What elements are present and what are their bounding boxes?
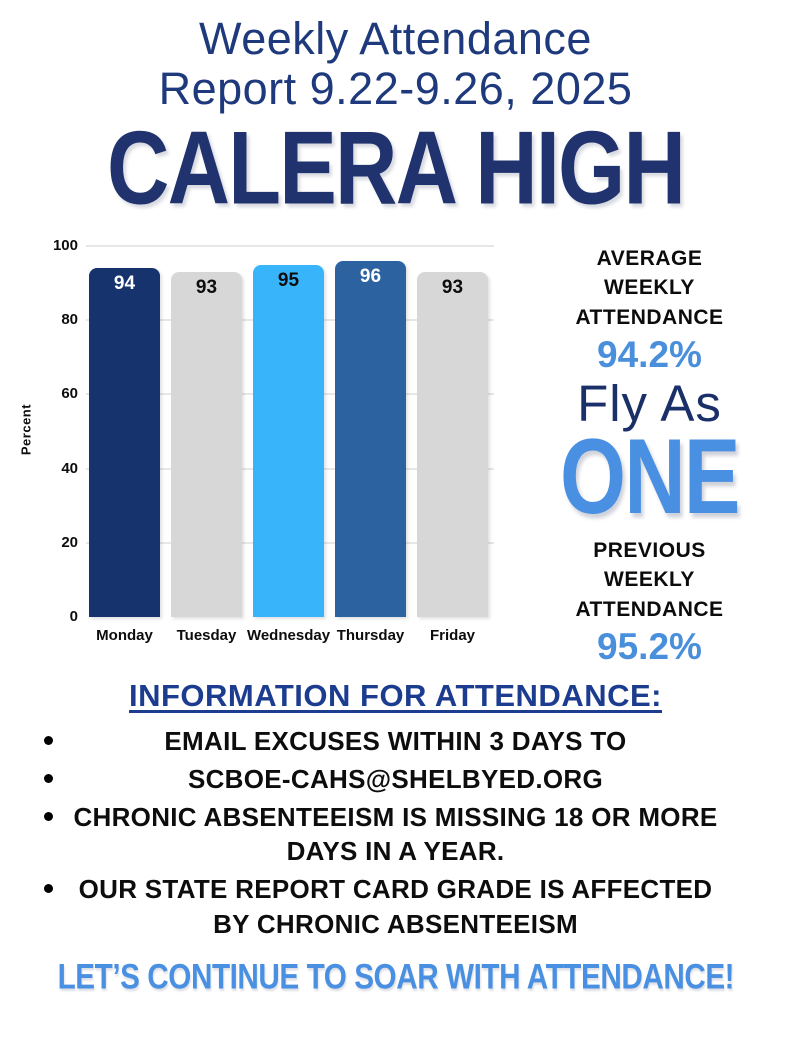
bullet-line: SCBOE-CAHS@SHELBYED.ORG — [187, 763, 604, 794]
bullet-dot — [44, 735, 53, 745]
bullet-line: OUR STATE REPORT CARD GRADE IS AFFECTED — [78, 874, 713, 905]
average-attendance-label: AVERAGE WEEKLY ATTENDANCE — [575, 246, 724, 329]
motto-fly-as: Fly As — [577, 374, 722, 432]
x-axis-labels: Monday Tuesday Wednesday Thursday Friday — [86, 627, 497, 644]
y-tick-40: 40 — [61, 459, 78, 477]
previous-attendance-label: PREVIOUS WEEKLY ATTENDANCE — [575, 538, 724, 621]
main-row: Percent 94 93 95 96 93 Monday Tuesday Wednesda… — [0, 236, 791, 666]
bullet-line: EMAIL EXCUSES WITHIN 3 DAYS TO — [164, 725, 627, 756]
chart-plot: 94 93 95 96 93 — [86, 244, 494, 617]
page-title-line1: Weekly Attendance — [199, 13, 592, 64]
previous-attendance-value: 95.2% — [597, 626, 702, 668]
x-label-wednesday: Wednesday — [246, 626, 331, 644]
gridline-100 — [86, 244, 494, 247]
bar-friday: 93 — [417, 271, 488, 617]
attendance-chart: Percent 94 93 95 96 93 Monday Tuesday Wednesda… — [18, 236, 518, 654]
bar-thursday: 96 — [335, 260, 406, 617]
bullet-list: EMAIL EXCUSES WITHIN 3 DAYS TO SCBOE-CAHS… — [0, 724, 791, 942]
bullet-dot — [44, 811, 53, 821]
y-tick-0: 0 — [69, 607, 78, 625]
motto-one: ONE — [560, 417, 740, 537]
x-label-thursday: Thursday — [336, 626, 405, 644]
footer-message: LET’S CONTINUE TO SOAR WITH ATTENDANCE! — [57, 956, 734, 997]
bar-value-tuesday: 93 — [195, 276, 218, 298]
page-title-line2: Report 9.22-9.26, 2025 — [158, 63, 633, 115]
x-label-monday: Monday — [96, 626, 153, 644]
school-name: CALERA HIGH — [107, 110, 686, 227]
bar-value-wednesday: 95 — [277, 269, 300, 291]
bullet-item-3: CHRONIC ABSENTEEISM IS MISSING 18 OR MOR… — [0, 800, 791, 870]
y-axis-title: Percent — [18, 403, 34, 456]
y-tick-100: 100 — [52, 236, 78, 254]
bullet-item-4: OUR STATE REPORT CARD GRADE IS AFFECTED B… — [0, 872, 791, 942]
bar-value-monday: 94 — [113, 273, 136, 295]
bullet-line: DAYS IN A YEAR. — [286, 836, 505, 867]
x-label-tuesday: Tuesday — [176, 626, 237, 644]
bullet-line: CHRONIC ABSENTEEISM IS MISSING 18 OR MOR… — [73, 801, 718, 832]
bar-tuesday: 93 — [171, 271, 242, 617]
bullet-dot — [44, 884, 53, 894]
motto-one-wrap: ONE — [543, 417, 756, 537]
info-heading: INFORMATION FOR ATTENDANCE: — [129, 677, 662, 713]
average-attendance-value: 94.2% — [597, 334, 702, 376]
y-tick-20: 20 — [61, 533, 78, 551]
y-tick-60: 60 — [61, 385, 78, 403]
y-tick-80: 80 — [61, 311, 78, 329]
bullet-dot — [44, 773, 53, 783]
page-title: Weekly Attendance Report 9.22-9.26, 2025 — [0, 13, 791, 115]
bullet-item-2: SCBOE-CAHS@SHELBYED.ORG — [0, 762, 791, 797]
bar-wednesday: 95 — [253, 264, 324, 617]
bars-row: 94 93 95 96 93 — [86, 246, 494, 617]
bar-value-thursday: 96 — [359, 265, 382, 287]
bar-value-friday: 93 — [441, 276, 464, 298]
bullet-line: BY CHRONIC ABSENTEEISM — [213, 909, 578, 940]
x-label-friday: Friday — [429, 626, 475, 644]
stats-column: AVERAGE WEEKLY ATTENDANCE 94.2% Fly As O… — [518, 244, 791, 667]
bullet-item-1: EMAIL EXCUSES WITHIN 3 DAYS TO — [0, 724, 791, 759]
bar-monday: 94 — [89, 268, 160, 617]
